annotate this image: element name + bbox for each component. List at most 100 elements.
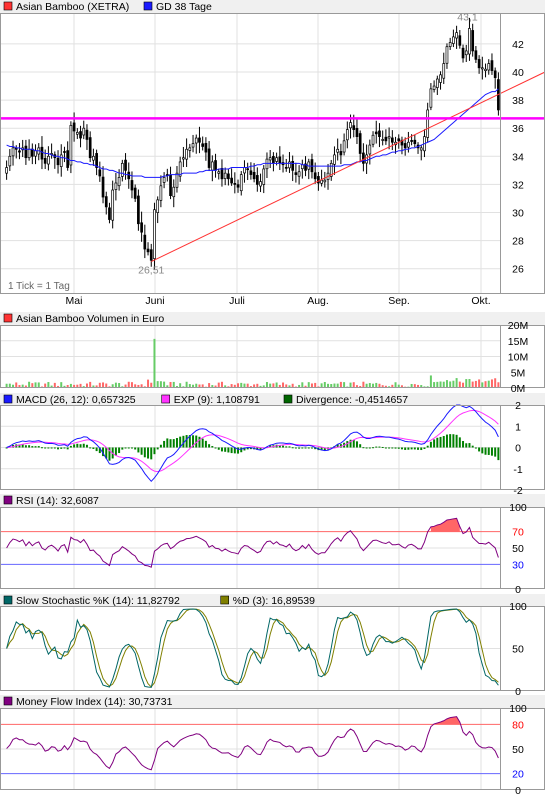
stochastic-legend-label-0: Slow Stochastic %K (14): 11,82792 [16, 595, 180, 607]
candle-body [390, 137, 394, 143]
volume-bar [474, 380, 477, 388]
macd-divergence-bar [449, 434, 452, 448]
candle-body [34, 150, 37, 157]
volume-bar [28, 381, 31, 388]
candle-body [47, 155, 50, 165]
month-label-0: Mai [66, 295, 83, 307]
candle-body [204, 143, 208, 153]
rsi-ytick-label: 0 [515, 584, 521, 596]
candle-body [130, 180, 134, 191]
price-legend-swatch-1 [143, 1, 153, 11]
candle-body [468, 28, 471, 55]
macd-divergence-bar [355, 441, 358, 448]
candle-body [246, 168, 250, 171]
price-ytick-label: 28 [512, 236, 524, 248]
candle-body [146, 248, 150, 253]
macd-divergence-bar [69, 445, 72, 448]
candle-body [252, 171, 256, 180]
mfi-legend-label-0: Money Flow Index (14): 30,73731 [16, 696, 173, 708]
rsi-ytick-label: 70 [512, 527, 524, 539]
candle-body [413, 139, 417, 145]
candle-body [381, 139, 385, 141]
macd-divergence-bar [233, 447, 236, 454]
candle-body [323, 179, 327, 183]
volume-bar [352, 382, 355, 388]
indicators [0, 404, 500, 775]
macd-divergence-bar [362, 447, 365, 449]
candle-body [355, 128, 359, 137]
candle-body [313, 172, 317, 180]
macd-divergence-bar [478, 447, 481, 452]
legend-strip-5 [0, 695, 545, 708]
volume-bar [243, 383, 246, 388]
macd-divergence-bar [291, 447, 294, 449]
volume-bar [458, 381, 461, 388]
macd-divergence-bar [243, 447, 246, 451]
macd-divergence-bar [179, 436, 182, 448]
candle-body [317, 176, 320, 184]
macd-divergence-bar [436, 437, 439, 448]
volume-bar [130, 382, 133, 388]
volume-bar [320, 383, 323, 388]
candle-body [419, 147, 423, 151]
candle-body [63, 151, 66, 153]
volume-bar [307, 382, 310, 388]
candle-body [201, 143, 205, 147]
volume-bar [436, 381, 439, 388]
macd-divergence-bar [82, 443, 85, 448]
candle-body [410, 140, 413, 142]
macd-divergence-bar [375, 446, 378, 448]
macd-divergence-bar [487, 447, 490, 455]
candle-body [169, 174, 172, 197]
candle-body [480, 67, 484, 70]
macd-divergence-bar [198, 436, 201, 448]
macd-divergence-bar [24, 445, 27, 448]
volume-bar [156, 381, 159, 388]
macd-divergence-bar [224, 447, 227, 452]
candle-body [43, 157, 47, 164]
macd-divergence-bar [147, 447, 150, 459]
macd-divergence-bar [237, 447, 240, 454]
volume-bar [15, 382, 18, 388]
candle-body [297, 171, 301, 177]
volume-bar [188, 384, 191, 388]
macd-divergence-bar [298, 447, 301, 449]
candle-body [220, 167, 224, 180]
mfi-ytick-label: 50 [512, 744, 524, 756]
candle-body [236, 184, 240, 188]
rsi-ytick-label: 50 [512, 543, 524, 555]
macd-divergence-bar [217, 447, 220, 450]
candle-body [214, 160, 217, 171]
macd-divergence-bar [429, 441, 432, 448]
candle-body [149, 249, 153, 261]
volume-bar [127, 381, 130, 388]
macd-divergence-bar [150, 447, 153, 460]
macd-divergence-bar [285, 446, 288, 448]
macd-divergence-bar [433, 439, 436, 448]
macd-divergence-bar [307, 447, 310, 449]
macd-divergence-bar [121, 447, 124, 450]
macd-divergence-bar [349, 439, 352, 448]
price-legend-swatch-0 [3, 1, 13, 11]
month-label-4: Sep. [388, 295, 410, 307]
rsi-ytick-label: 30 [512, 559, 524, 571]
price-ytick-label: 26 [512, 264, 524, 276]
candle-body [95, 153, 98, 168]
volume-ytick-label: 5M [511, 367, 526, 379]
macd-divergence-bar [220, 447, 223, 452]
macd-divergence-bar [34, 446, 37, 448]
volume-ytick-label: 15M [508, 336, 528, 348]
volume-bar [195, 383, 198, 388]
volume-bar [179, 383, 182, 388]
volume-bar [333, 383, 336, 388]
volume-bar [494, 378, 497, 388]
macd-divergence-bar [130, 447, 133, 449]
macd-divergence-bar [420, 447, 423, 451]
tick-note: 1 Tick = 1 Tag [8, 281, 70, 292]
macd-divergence-bar [484, 447, 487, 455]
candle-body [455, 32, 458, 39]
volume-bar [339, 381, 342, 388]
price-ytick-label: 32 [512, 179, 524, 191]
volume-bar [490, 379, 493, 388]
candle-body [255, 175, 259, 185]
